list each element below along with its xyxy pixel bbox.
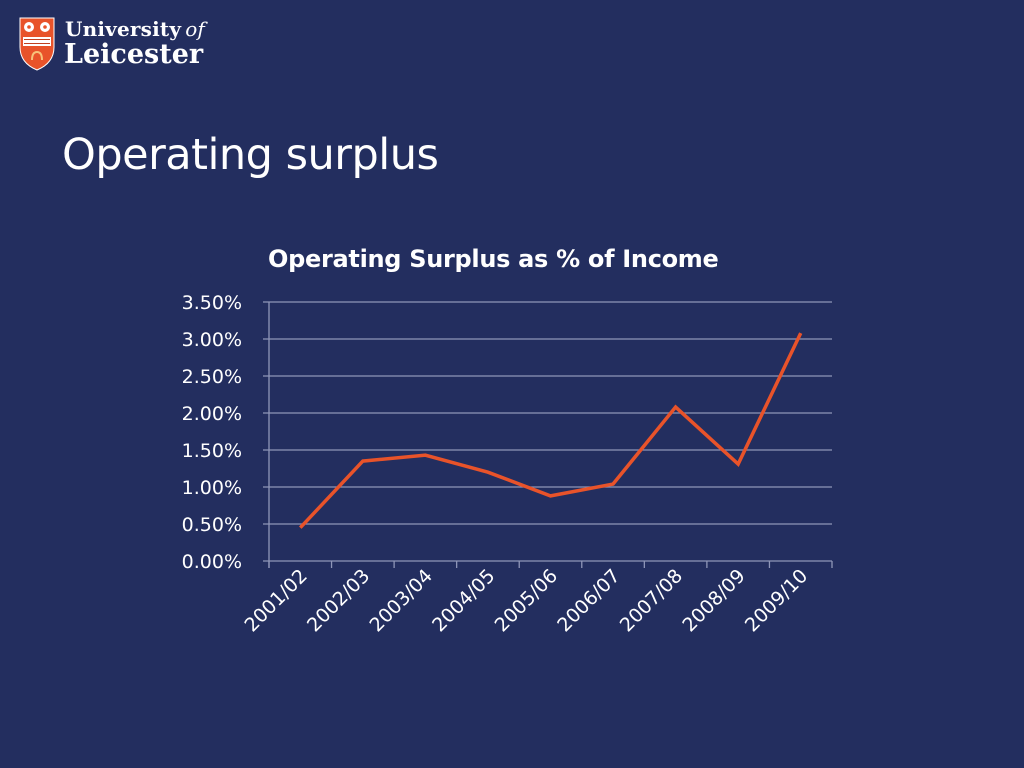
x-tick-label: 2003/04 [366, 565, 437, 636]
slide-title: Operating surplus [62, 130, 439, 180]
university-crest-icon [19, 17, 55, 71]
university-logo: University of Leicester [19, 17, 229, 73]
y-axis-labels: 0.00% 0.50% 1.00% 1.50% 2.00% 2.50% 3.00% 3.50% [182, 292, 242, 573]
x-tick-label: 2001/02 [240, 565, 311, 636]
y-tick-label: 2.50% [182, 366, 242, 388]
axes [263, 302, 833, 568]
logo-text-university: University of [65, 17, 206, 41]
logo-text-leicester: Leicester [64, 39, 204, 70]
series-line [299, 332, 803, 529]
x-tick-label: 2006/07 [553, 565, 624, 636]
y-tick-label: 1.00% [182, 477, 242, 499]
gridlines [263, 301, 832, 525]
x-tick-label: 2004/05 [428, 565, 499, 636]
x-tick-label: 2008/09 [678, 565, 749, 636]
x-tick-label: 2005/06 [491, 565, 562, 636]
y-tick-label: 3.00% [182, 329, 242, 351]
x-tick-label: 2007/08 [616, 565, 687, 636]
x-tick-label: 2009/10 [741, 565, 812, 636]
chart-title: Operating Surplus as % of Income [268, 245, 719, 273]
y-tick-label: 3.50% [182, 292, 242, 314]
y-tick-label: 0.00% [182, 551, 242, 573]
x-axis-labels: 2001/022002/032003/042004/052005/062006/… [240, 565, 812, 636]
y-tick-label: 2.00% [182, 403, 242, 425]
x-tick-label: 2002/03 [303, 565, 374, 636]
y-tick-label: 1.50% [182, 440, 242, 462]
y-tick-label: 0.50% [182, 514, 242, 536]
